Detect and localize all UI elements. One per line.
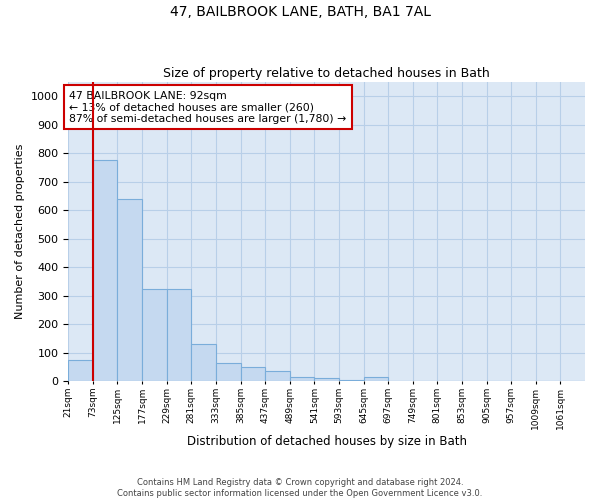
Bar	[68, 360, 93, 382]
Bar	[241, 367, 265, 382]
Bar	[142, 288, 167, 382]
X-axis label: Distribution of detached houses by size in Bath: Distribution of detached houses by size …	[187, 434, 467, 448]
Bar	[191, 344, 216, 382]
Text: 47 BAILBROOK LANE: 92sqm
← 13% of detached houses are smaller (260)
87% of semi-: 47 BAILBROOK LANE: 92sqm ← 13% of detach…	[69, 90, 346, 124]
Bar	[265, 372, 290, 382]
Bar	[93, 160, 118, 382]
Bar	[290, 377, 314, 382]
Text: 47, BAILBROOK LANE, BATH, BA1 7AL: 47, BAILBROOK LANE, BATH, BA1 7AL	[170, 5, 431, 19]
Bar	[314, 378, 339, 382]
Bar	[118, 199, 142, 382]
Bar	[167, 288, 191, 382]
Title: Size of property relative to detached houses in Bath: Size of property relative to detached ho…	[163, 66, 490, 80]
Bar	[216, 362, 241, 382]
Y-axis label: Number of detached properties: Number of detached properties	[15, 144, 25, 320]
Text: Contains HM Land Registry data © Crown copyright and database right 2024.
Contai: Contains HM Land Registry data © Crown c…	[118, 478, 482, 498]
Bar	[339, 380, 364, 382]
Bar	[364, 377, 388, 382]
